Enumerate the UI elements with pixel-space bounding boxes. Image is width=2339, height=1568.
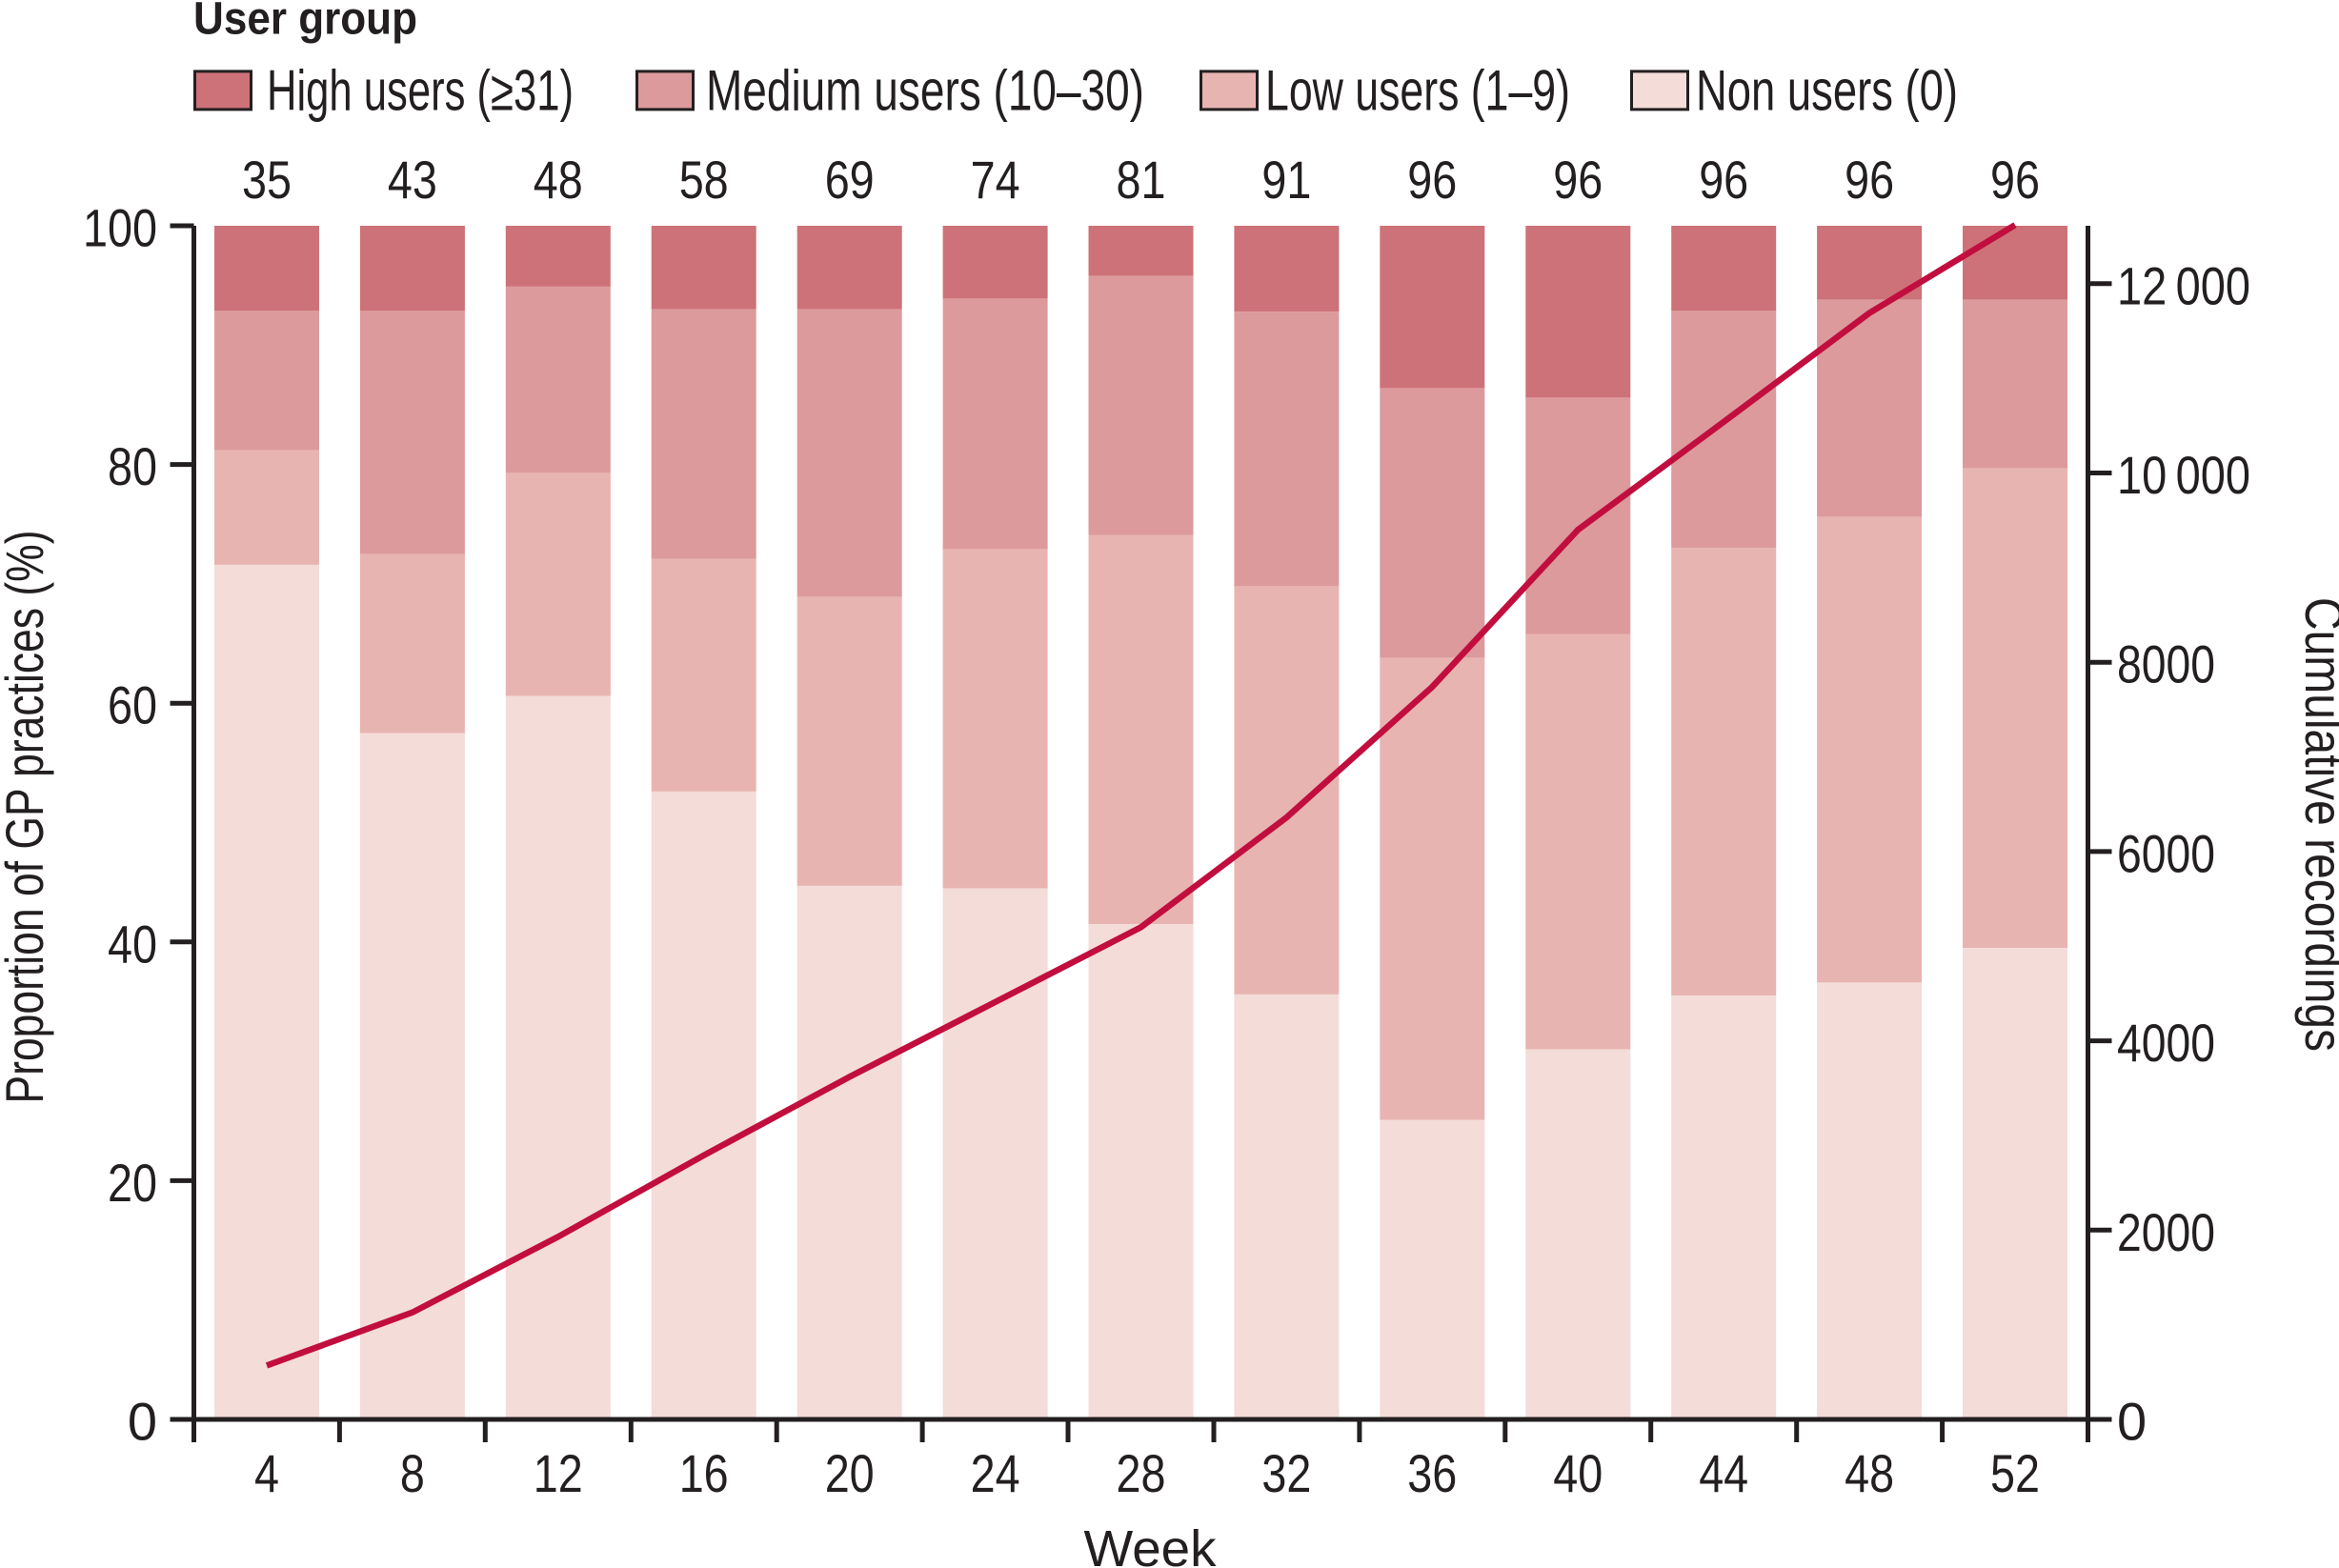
svg-text:Cumulative recordings: Cumulative recordings xyxy=(2294,597,2339,1052)
svg-text:Week: Week xyxy=(1084,1520,1218,1568)
svg-text:20: 20 xyxy=(108,1153,157,1213)
svg-text:43: 43 xyxy=(388,150,437,210)
svg-text:20: 20 xyxy=(825,1443,875,1503)
svg-text:Low users (1–9): Low users (1–9) xyxy=(1265,59,1570,123)
svg-text:8000: 8000 xyxy=(2117,634,2215,694)
svg-text:96: 96 xyxy=(1407,150,1457,210)
svg-text:91: 91 xyxy=(1261,150,1311,210)
svg-text:96: 96 xyxy=(1699,150,1748,210)
svg-text:0: 0 xyxy=(128,1392,157,1452)
svg-text:40: 40 xyxy=(1553,1443,1603,1503)
svg-text:Proportion of GP practices (%): Proportion of GP practices (%) xyxy=(0,531,54,1104)
svg-text:32: 32 xyxy=(1261,1443,1311,1503)
svg-text:96: 96 xyxy=(1553,150,1603,210)
svg-text:74: 74 xyxy=(971,150,1020,210)
svg-text:4000: 4000 xyxy=(2117,1013,2215,1073)
svg-text:48: 48 xyxy=(534,150,583,210)
svg-text:Non users (0): Non users (0) xyxy=(1696,59,1958,123)
svg-text:4: 4 xyxy=(254,1443,279,1503)
svg-text:8: 8 xyxy=(400,1443,425,1503)
svg-text:0: 0 xyxy=(2117,1392,2147,1452)
svg-text:40: 40 xyxy=(108,914,157,974)
svg-text:96: 96 xyxy=(1845,150,1894,210)
svg-text:100: 100 xyxy=(83,198,157,258)
svg-text:69: 69 xyxy=(825,150,875,210)
svg-text:52: 52 xyxy=(1990,1443,2040,1503)
svg-text:48: 48 xyxy=(1845,1443,1894,1503)
svg-text:User group: User group xyxy=(193,0,417,45)
svg-text:36: 36 xyxy=(1407,1443,1457,1503)
svg-text:60: 60 xyxy=(108,675,157,735)
svg-text:16: 16 xyxy=(679,1443,729,1503)
svg-text:44: 44 xyxy=(1699,1443,1748,1503)
svg-text:12 000: 12 000 xyxy=(2117,255,2250,315)
svg-text:High users (≥31): High users (≥31) xyxy=(267,59,574,123)
svg-text:58: 58 xyxy=(679,150,729,210)
svg-text:80: 80 xyxy=(108,436,157,496)
svg-text:12: 12 xyxy=(534,1443,583,1503)
svg-text:24: 24 xyxy=(971,1443,1020,1503)
svg-text:28: 28 xyxy=(1117,1443,1166,1503)
svg-text:Medium users (10–30): Medium users (10–30) xyxy=(706,59,1144,123)
svg-text:6000: 6000 xyxy=(2117,823,2215,883)
svg-text:96: 96 xyxy=(1990,150,2040,210)
svg-text:10 000: 10 000 xyxy=(2117,445,2250,505)
svg-text:81: 81 xyxy=(1117,150,1166,210)
svg-text:2000: 2000 xyxy=(2117,1202,2215,1262)
svg-text:35: 35 xyxy=(242,150,292,210)
